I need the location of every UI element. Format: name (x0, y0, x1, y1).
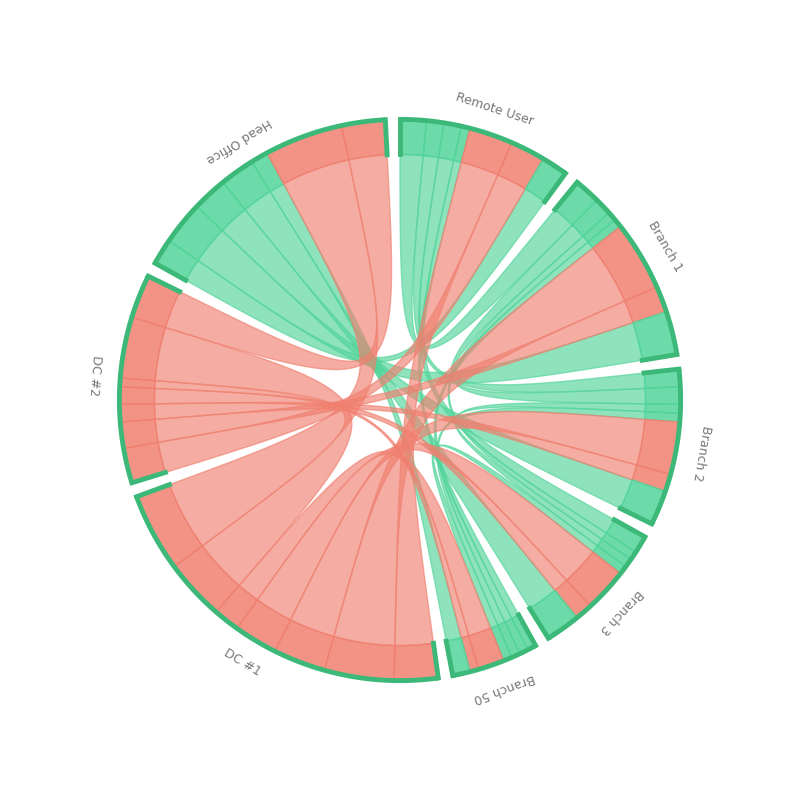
Polygon shape (414, 155, 646, 392)
Polygon shape (120, 378, 155, 388)
Polygon shape (170, 160, 378, 546)
Polygon shape (432, 445, 598, 628)
Text: DC #1: DC #1 (222, 646, 263, 678)
Polygon shape (119, 386, 154, 405)
Polygon shape (169, 206, 222, 261)
Polygon shape (645, 412, 680, 422)
Polygon shape (400, 154, 572, 349)
Polygon shape (462, 636, 478, 672)
Polygon shape (342, 120, 387, 160)
Polygon shape (490, 626, 512, 661)
Text: Branch 50: Branch 50 (472, 671, 537, 705)
Polygon shape (155, 241, 198, 280)
Polygon shape (252, 153, 284, 191)
Polygon shape (222, 210, 632, 508)
Polygon shape (646, 404, 681, 414)
Polygon shape (555, 182, 597, 225)
Polygon shape (423, 121, 444, 158)
Polygon shape (120, 317, 166, 381)
Text: Head Office: Head Office (203, 115, 273, 165)
Polygon shape (290, 411, 645, 637)
Polygon shape (334, 248, 625, 646)
Text: Branch 2: Branch 2 (690, 424, 713, 482)
Polygon shape (593, 546, 626, 574)
Polygon shape (400, 119, 426, 155)
Polygon shape (154, 402, 637, 480)
Polygon shape (155, 327, 352, 586)
Polygon shape (158, 174, 526, 473)
Polygon shape (451, 225, 646, 404)
Polygon shape (572, 200, 609, 236)
Polygon shape (588, 219, 621, 248)
Polygon shape (258, 443, 593, 620)
Polygon shape (606, 520, 645, 552)
Polygon shape (434, 242, 593, 622)
Polygon shape (174, 546, 239, 612)
Polygon shape (137, 485, 202, 566)
Polygon shape (270, 184, 462, 641)
Polygon shape (155, 301, 633, 442)
Polygon shape (632, 465, 670, 491)
Polygon shape (120, 419, 158, 449)
Polygon shape (119, 404, 155, 422)
Polygon shape (469, 628, 504, 670)
Polygon shape (602, 533, 636, 559)
Polygon shape (593, 226, 657, 301)
Polygon shape (166, 154, 391, 370)
Polygon shape (123, 442, 166, 483)
Polygon shape (395, 162, 498, 646)
Polygon shape (505, 618, 528, 654)
Polygon shape (448, 236, 606, 539)
Polygon shape (418, 161, 518, 618)
Polygon shape (197, 182, 245, 230)
Polygon shape (555, 580, 590, 618)
Polygon shape (644, 369, 680, 388)
Polygon shape (462, 128, 512, 174)
Polygon shape (530, 590, 577, 638)
Polygon shape (394, 643, 438, 681)
Polygon shape (275, 620, 334, 670)
Polygon shape (512, 615, 536, 650)
Text: Branch 3: Branch 3 (598, 586, 646, 636)
Polygon shape (620, 480, 666, 524)
Polygon shape (498, 622, 520, 658)
Polygon shape (418, 158, 614, 533)
Text: DC #2: DC #2 (86, 355, 103, 397)
Polygon shape (198, 230, 642, 383)
Polygon shape (154, 388, 566, 590)
Polygon shape (437, 408, 646, 626)
Polygon shape (154, 381, 469, 638)
Polygon shape (186, 189, 545, 362)
Polygon shape (446, 638, 470, 676)
Polygon shape (267, 126, 349, 184)
Polygon shape (566, 552, 621, 606)
Polygon shape (583, 213, 615, 242)
Polygon shape (239, 451, 490, 636)
Polygon shape (216, 586, 258, 629)
Polygon shape (245, 191, 555, 609)
Polygon shape (633, 312, 677, 360)
Polygon shape (526, 158, 566, 202)
Polygon shape (625, 287, 666, 322)
Polygon shape (455, 403, 646, 546)
Polygon shape (132, 276, 180, 327)
Polygon shape (223, 162, 270, 210)
Polygon shape (598, 539, 631, 566)
Text: Remote User: Remote User (454, 90, 535, 128)
Polygon shape (237, 600, 290, 651)
Polygon shape (454, 126, 470, 162)
Polygon shape (498, 142, 543, 189)
Polygon shape (646, 386, 681, 405)
Polygon shape (438, 123, 462, 161)
Polygon shape (637, 419, 680, 474)
Text: Branch 1: Branch 1 (645, 219, 685, 274)
Polygon shape (324, 637, 395, 681)
